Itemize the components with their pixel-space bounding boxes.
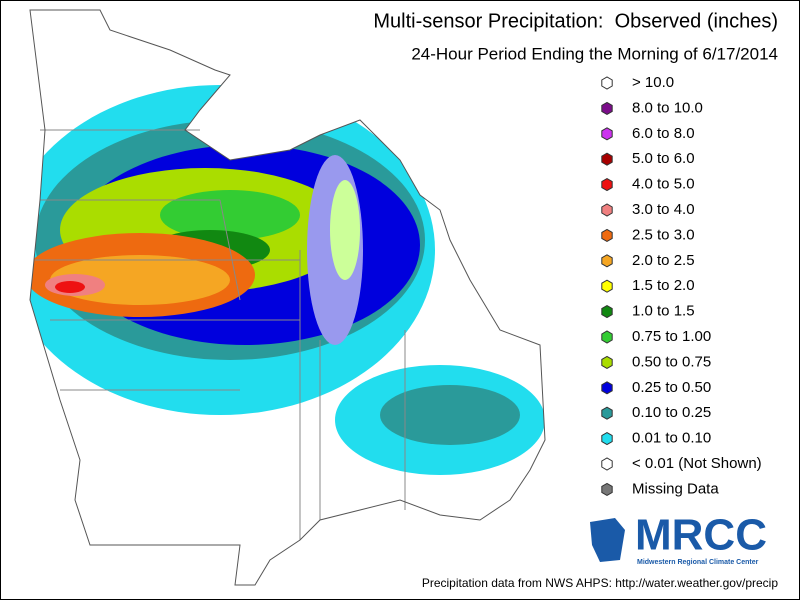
legend-swatch bbox=[601, 355, 613, 369]
legend-label: 4.0 to 5.0 bbox=[632, 176, 695, 193]
legend-label: 0.75 to 1.00 bbox=[632, 328, 711, 345]
legend-label: 1.5 to 2.0 bbox=[632, 277, 695, 294]
legend-swatch bbox=[601, 457, 613, 471]
state-lines bbox=[35, 129, 406, 540]
legend-label: 3.0 to 4.0 bbox=[632, 201, 695, 218]
legend-label: 2.0 to 2.5 bbox=[632, 252, 695, 269]
logo: MRCC Midwestern Regional Climate Center bbox=[590, 511, 767, 566]
legend: > 10.0 8.0 to 10.0 6.0 to 8.0 5.0 to 6.0 4.0… bbox=[601, 74, 762, 497]
legend-swatch bbox=[601, 228, 613, 242]
legend-swatch bbox=[601, 406, 613, 420]
legend-swatch bbox=[601, 432, 613, 446]
legend-label: 6.0 to 8.0 bbox=[632, 125, 695, 142]
legend-swatch bbox=[601, 305, 613, 319]
legend-label: 0.10 to 0.25 bbox=[632, 404, 711, 421]
legend-label: 0.25 to 0.50 bbox=[632, 379, 711, 396]
footer: Precipitation data from NWS AHPS: http:/… bbox=[422, 576, 778, 590]
legend-label: 1.0 to 1.5 bbox=[632, 303, 695, 320]
legend-label: 0.01 to 0.10 bbox=[632, 430, 711, 447]
logo-icon bbox=[590, 518, 625, 562]
legend-swatch bbox=[601, 330, 613, 344]
legend-swatch bbox=[601, 381, 613, 395]
map bbox=[29, 9, 546, 586]
legend-label: > 10.0 bbox=[632, 74, 674, 91]
legend-swatch bbox=[601, 178, 613, 192]
legend-label: Missing Data bbox=[632, 480, 719, 497]
subtitle: 24-Hour Period Ending the Morning of 6/1… bbox=[411, 44, 778, 63]
precip-field bbox=[30, 85, 545, 475]
legend-label: 2.5 to 3.0 bbox=[632, 226, 695, 243]
legend-swatch bbox=[601, 127, 613, 141]
region-outline bbox=[29, 9, 546, 586]
legend-label: 0.50 to 0.75 bbox=[632, 353, 711, 370]
logo-full-name: Midwestern Regional Climate Center bbox=[637, 559, 759, 566]
legend-swatch bbox=[601, 254, 613, 268]
legend-label: 8.0 to 10.0 bbox=[632, 99, 703, 116]
legend-swatch bbox=[601, 76, 613, 90]
legend-label: 5.0 to 6.0 bbox=[632, 150, 695, 167]
legend-label: < 0.01 (Not Shown) bbox=[632, 455, 762, 472]
legend-swatch bbox=[601, 101, 613, 115]
title: Multi-sensor Precipitation: Observed (in… bbox=[373, 10, 778, 32]
legend-swatch bbox=[601, 203, 613, 217]
logo-name: MRCC bbox=[635, 511, 767, 560]
legend-swatch bbox=[601, 152, 613, 166]
legend-swatch bbox=[601, 279, 613, 293]
legend-swatch bbox=[601, 482, 613, 496]
